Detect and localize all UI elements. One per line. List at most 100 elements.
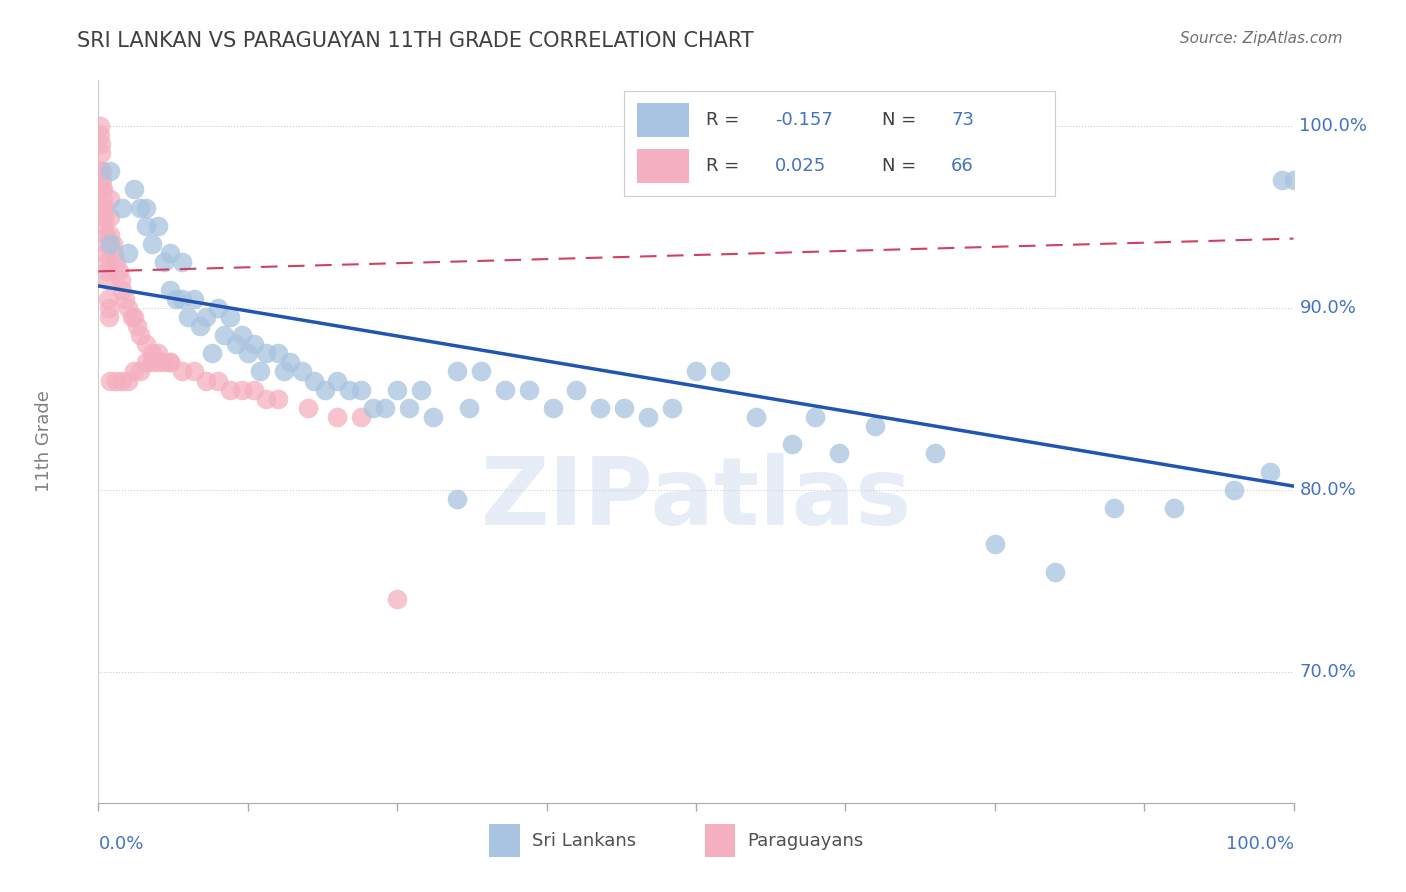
Point	[541, 401, 564, 415]
Point	[98, 301, 121, 315]
Point	[326, 374, 349, 388]
Point	[411, 383, 433, 397]
Point	[183, 292, 205, 306]
Point	[114, 292, 136, 306]
Point	[661, 401, 683, 415]
Point	[91, 173, 114, 187]
Point	[135, 355, 157, 369]
Point	[117, 374, 139, 388]
Point	[195, 374, 218, 388]
Point	[291, 364, 314, 378]
Point	[94, 246, 117, 260]
Point	[110, 273, 132, 287]
Point	[129, 201, 152, 215]
Point	[243, 383, 266, 397]
Point	[212, 328, 235, 343]
Text: 90.0%: 90.0%	[1299, 299, 1357, 317]
Point	[446, 491, 468, 506]
Point	[254, 346, 277, 360]
Point	[96, 264, 118, 278]
Point	[219, 310, 242, 324]
Point	[177, 310, 200, 324]
Text: 70.0%: 70.0%	[1299, 663, 1357, 681]
Point	[446, 364, 468, 378]
Point	[98, 374, 122, 388]
Point	[637, 409, 659, 424]
Point	[89, 119, 111, 133]
Point	[195, 310, 218, 324]
Point	[709, 364, 731, 378]
Point	[165, 292, 187, 306]
Point	[924, 446, 946, 460]
Point	[565, 383, 588, 397]
Point	[129, 328, 152, 343]
Point	[107, 264, 129, 278]
Point	[685, 364, 707, 378]
Point	[129, 364, 152, 378]
Point	[91, 182, 114, 196]
Point	[148, 346, 170, 360]
Text: 11th Grade: 11th Grade	[35, 391, 53, 492]
Point	[172, 364, 194, 378]
Point	[124, 182, 146, 196]
Point	[1223, 483, 1246, 497]
Point	[243, 337, 266, 351]
Point	[98, 210, 122, 224]
Point	[297, 401, 319, 415]
Point	[91, 164, 114, 178]
Point	[89, 128, 111, 142]
Point	[225, 337, 247, 351]
Point	[172, 292, 194, 306]
Point	[98, 237, 122, 252]
Point	[135, 337, 157, 351]
Point	[148, 219, 170, 233]
Point	[124, 310, 146, 324]
Text: ZIPatlas: ZIPatlas	[481, 453, 911, 545]
Point	[350, 409, 373, 424]
Point	[117, 246, 139, 260]
Point	[135, 201, 157, 215]
Point	[98, 310, 121, 324]
Point	[236, 346, 259, 360]
Point	[105, 255, 128, 269]
Point	[105, 374, 128, 388]
Point	[141, 355, 163, 369]
Point	[267, 392, 290, 406]
Point	[135, 219, 157, 233]
Point	[159, 283, 181, 297]
Point	[111, 283, 134, 297]
Point	[93, 219, 115, 233]
Point	[90, 136, 112, 151]
Point	[315, 383, 337, 397]
Point	[159, 246, 181, 260]
Point	[141, 237, 163, 252]
Point	[201, 346, 224, 360]
Point	[398, 401, 420, 415]
Point	[494, 383, 516, 397]
Point	[153, 355, 176, 369]
Point	[172, 255, 194, 269]
Text: Source: ZipAtlas.com: Source: ZipAtlas.com	[1180, 31, 1343, 46]
Point	[98, 164, 122, 178]
Point	[1271, 173, 1294, 187]
Point	[121, 310, 143, 324]
Point	[470, 364, 492, 378]
Point	[98, 227, 122, 242]
Point	[188, 318, 211, 333]
Point	[865, 419, 887, 434]
Point	[91, 192, 114, 206]
Point	[254, 392, 277, 406]
Point	[183, 364, 205, 378]
Point	[153, 255, 176, 269]
Point	[302, 374, 325, 388]
Point	[219, 383, 242, 397]
Point	[1282, 173, 1305, 187]
Point	[249, 364, 271, 378]
Point	[97, 292, 120, 306]
Point	[1104, 500, 1126, 515]
Point	[1043, 565, 1066, 579]
Point	[517, 383, 540, 397]
Point	[91, 201, 114, 215]
Point	[326, 409, 349, 424]
Point	[159, 355, 181, 369]
